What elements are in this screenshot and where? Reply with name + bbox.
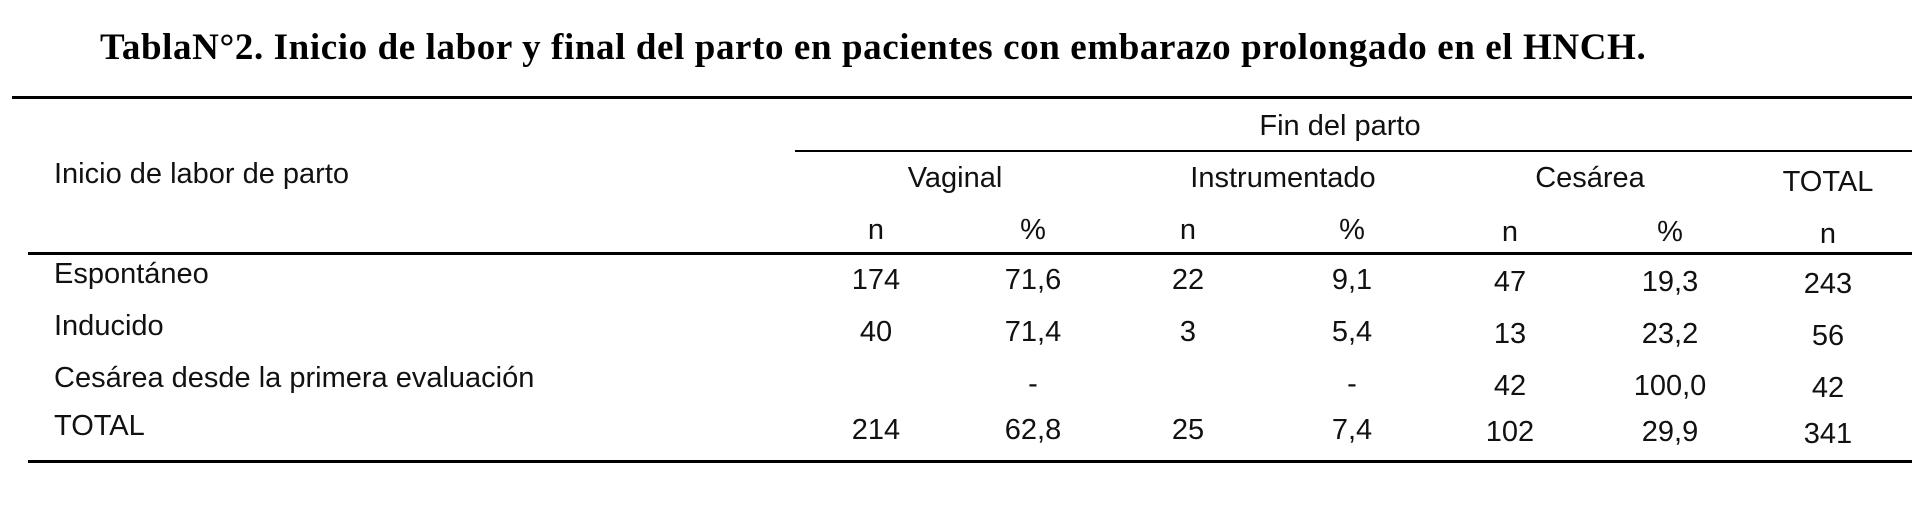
table-cell: 341 — [1803, 418, 1853, 450]
table-cell: 214 — [851, 414, 901, 446]
subcolumn-header: % — [1339, 214, 1365, 246]
table-title: TablaN°2. Inicio de labor y final del pa… — [100, 27, 1647, 68]
row-label: Cesárea desde la primera evaluación — [54, 362, 535, 394]
table-cell: 13 — [1493, 318, 1527, 350]
table-cell: 56 — [1811, 320, 1845, 352]
table-cell: 42 — [1493, 370, 1527, 402]
subcolumn-header: % — [1020, 214, 1046, 246]
subcolumn-header: n — [1179, 214, 1197, 246]
subcolumn-header: n — [867, 214, 885, 246]
table-cell: 71,6 — [1004, 264, 1062, 296]
table-cell: 9,1 — [1331, 264, 1373, 296]
column-header-instrumentado: Instrumentado — [1190, 162, 1376, 194]
table-cell: 42 — [1811, 372, 1845, 404]
table-cell: 25 — [1171, 414, 1205, 446]
table-cell: 102 — [1485, 416, 1535, 448]
group-rule — [795, 150, 1912, 152]
table-cell: 47 — [1493, 266, 1527, 298]
table-cell: 100,0 — [1633, 370, 1707, 402]
table-cell: 22 — [1171, 264, 1205, 296]
table-cell: - — [1028, 368, 1038, 400]
column-header-total: TOTAL — [1782, 166, 1874, 198]
table-cell: 29,9 — [1641, 416, 1699, 448]
table-cell: 7,4 — [1331, 414, 1373, 446]
subcolumn-header: n — [1501, 216, 1519, 248]
column-header-cesarea: Cesárea — [1535, 162, 1645, 194]
subcolumn-header: n — [1819, 218, 1837, 250]
table-cell: 5,4 — [1331, 316, 1373, 348]
header-bottom-rule — [28, 252, 1912, 255]
table-cell: 62,8 — [1004, 414, 1062, 446]
table-cell: 174 — [851, 264, 901, 296]
top-rule — [12, 96, 1912, 99]
subcolumn-header: % — [1657, 216, 1683, 248]
row-label: Inducido — [54, 310, 164, 342]
row-label: Espontáneo — [54, 258, 209, 290]
table-cell: 243 — [1803, 268, 1853, 300]
table-cell: 19,3 — [1641, 266, 1699, 298]
table-cell: 71,4 — [1004, 316, 1062, 348]
row-label: TOTAL — [54, 410, 145, 442]
table-cell: 40 — [859, 316, 893, 348]
bottom-rule — [28, 460, 1912, 463]
column-group-label: Fin del parto — [1259, 110, 1421, 142]
table-cell: 3 — [1179, 316, 1197, 348]
table-cell: - — [1347, 368, 1357, 400]
row-header-label: Inicio de labor de parto — [54, 158, 350, 190]
column-header-vaginal: Vaginal — [907, 162, 1003, 194]
table-cell: 23,2 — [1641, 318, 1699, 350]
